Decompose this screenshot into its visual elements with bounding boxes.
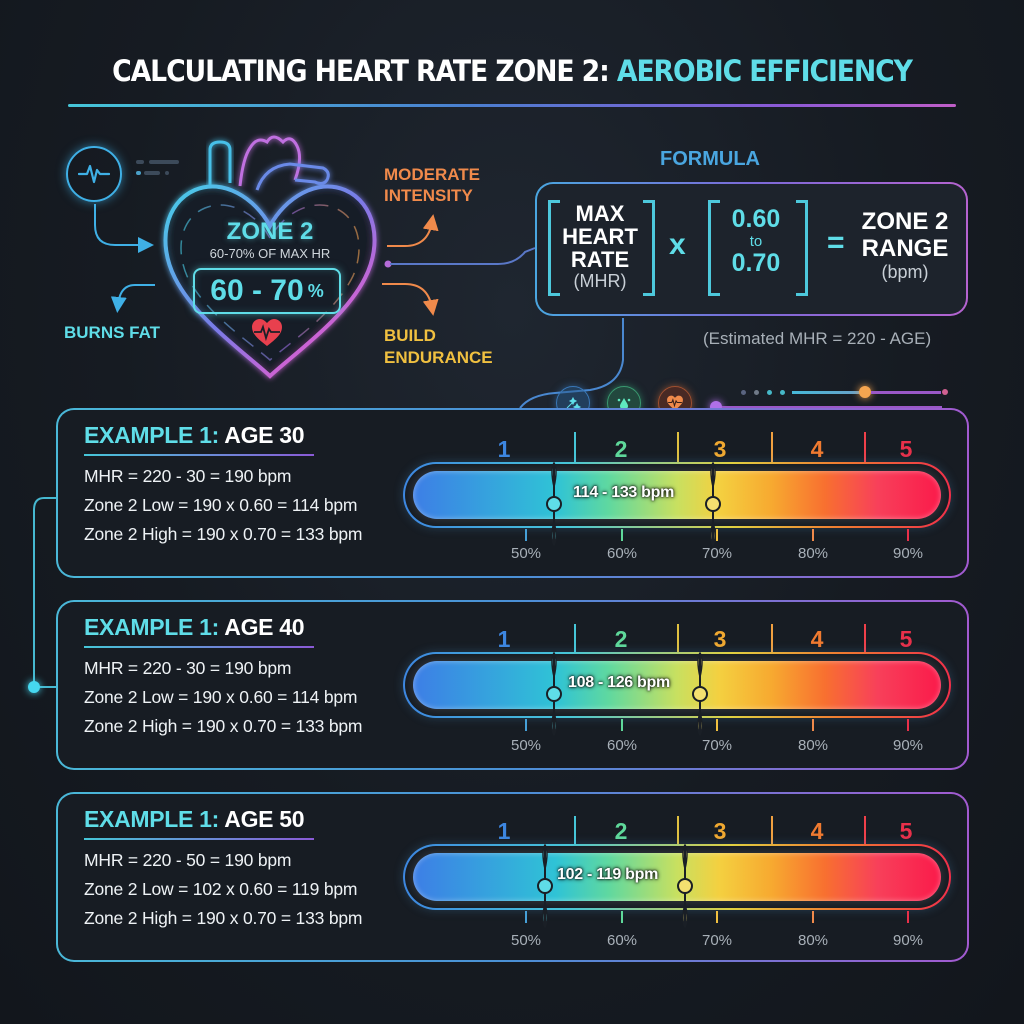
formula-title: FORMULA <box>660 148 760 170</box>
formula-factor: 0.60 to 0.70 <box>731 205 781 277</box>
decorative-dot <box>942 389 948 395</box>
example-title: EXAMPLE 1: AGE 50 <box>84 806 305 832</box>
label-build-endurance: BUILD ENDURANCE <box>384 326 493 367</box>
range-label: 114 - 133 bpm <box>573 484 675 501</box>
zone-title: ZONE 2 <box>226 218 314 245</box>
range-handle-low[interactable] <box>535 843 555 929</box>
range-label: 102 - 119 bpm <box>557 866 659 883</box>
formula-box: MAX HEART RATE (MHR) x 0.60 to 0.70 = ZO… <box>535 182 968 316</box>
connector-lines <box>94 204 624 409</box>
title-main: CALCULATING HEART RATE ZONE 2: <box>112 54 617 88</box>
range-handle-high[interactable] <box>675 843 695 929</box>
formula-term-mhr: MAX HEART RATE (MHR) <box>562 201 638 291</box>
title-underline <box>84 646 314 648</box>
calc-line: Zone 2 Low = 190 x 0.60 = 114 bpm <box>84 687 358 707</box>
label-moderate-intensity: MODERATE INTENSITY <box>384 165 481 205</box>
equals-operator: = <box>827 226 845 259</box>
title-underline <box>84 454 314 456</box>
label-burns-fat: BURNS FAT <box>64 323 161 342</box>
zone-range-value: 60 - 70 <box>210 274 304 307</box>
range-label: 108 - 126 bpm <box>568 674 670 691</box>
decorative-dot <box>754 390 759 395</box>
left-connector <box>28 497 56 693</box>
progress-knob <box>859 386 871 398</box>
zone-bar: 102 - 119 bpm <box>403 844 951 910</box>
range-handle-low[interactable] <box>544 651 564 737</box>
zone-range-unit: % <box>307 280 324 301</box>
formula-note: (Estimated MHR = 220 - AGE) <box>703 329 932 348</box>
calc-line: MHR = 220 - 50 = 190 bpm <box>84 850 292 870</box>
example-card-age-50: EXAMPLE 1: AGE 50 MHR = 220 - 50 = 190 b… <box>56 792 969 962</box>
title-accent: AEROBIC EFFICIENCY <box>616 54 913 88</box>
range-handle-high[interactable] <box>690 651 710 737</box>
decorative-dot <box>741 390 746 395</box>
bracket-icon <box>548 200 560 296</box>
example-card-age-30: EXAMPLE 1: AGE 30 MHR = 220 - 30 = 190 b… <box>56 408 969 578</box>
bracket-icon <box>643 200 655 296</box>
calc-line: Zone 2 High = 190 x 0.70 = 133 bpm <box>84 716 363 736</box>
range-handle-low[interactable] <box>544 461 564 547</box>
heart-pulse-icon <box>252 319 282 346</box>
pulse-icon <box>66 146 122 202</box>
decorative-dot <box>780 390 785 395</box>
zone-bar: 114 - 133 bpm <box>403 462 951 528</box>
calc-line: Zone 2 High = 190 x 0.70 = 133 bpm <box>84 524 363 544</box>
example-card-age-40: EXAMPLE 1: AGE 40 MHR = 220 - 30 = 190 b… <box>56 600 969 770</box>
progress-track <box>871 391 941 394</box>
multiply-operator: x <box>669 228 686 261</box>
zone-subtitle: 60-70% OF MAX HR <box>209 246 331 261</box>
example-title: EXAMPLE 1: AGE 30 <box>84 422 305 448</box>
formula-result: ZONE 2 RANGE (bpm) <box>861 208 949 282</box>
calc-line: Zone 2 High = 190 x 0.70 = 133 bpm <box>84 908 363 928</box>
calc-line: MHR = 220 - 30 = 190 bpm <box>84 658 292 678</box>
progress-line <box>792 391 862 394</box>
calc-line: Zone 2 Low = 190 x 0.60 = 114 bpm <box>84 495 358 515</box>
connector-line <box>722 406 942 408</box>
decorative-dot <box>767 390 772 395</box>
bracket-icon <box>708 200 720 296</box>
title-divider <box>68 104 956 107</box>
heart-icon <box>163 135 377 379</box>
title-underline <box>84 838 314 840</box>
calc-line: Zone 2 Low = 102 x 0.60 = 119 bpm <box>84 879 358 899</box>
example-title: EXAMPLE 1: AGE 40 <box>84 614 305 640</box>
calc-line: MHR = 220 - 30 = 190 bpm <box>84 466 292 486</box>
range-handle-high[interactable] <box>703 461 723 547</box>
bracket-icon <box>796 200 808 296</box>
zone-range-box: 60 - 70% <box>193 268 341 314</box>
zone-bar: 108 - 126 bpm <box>403 652 951 718</box>
page-title: CALCULATING HEART RATE ZONE 2: AEROBIC E… <box>41 54 983 88</box>
